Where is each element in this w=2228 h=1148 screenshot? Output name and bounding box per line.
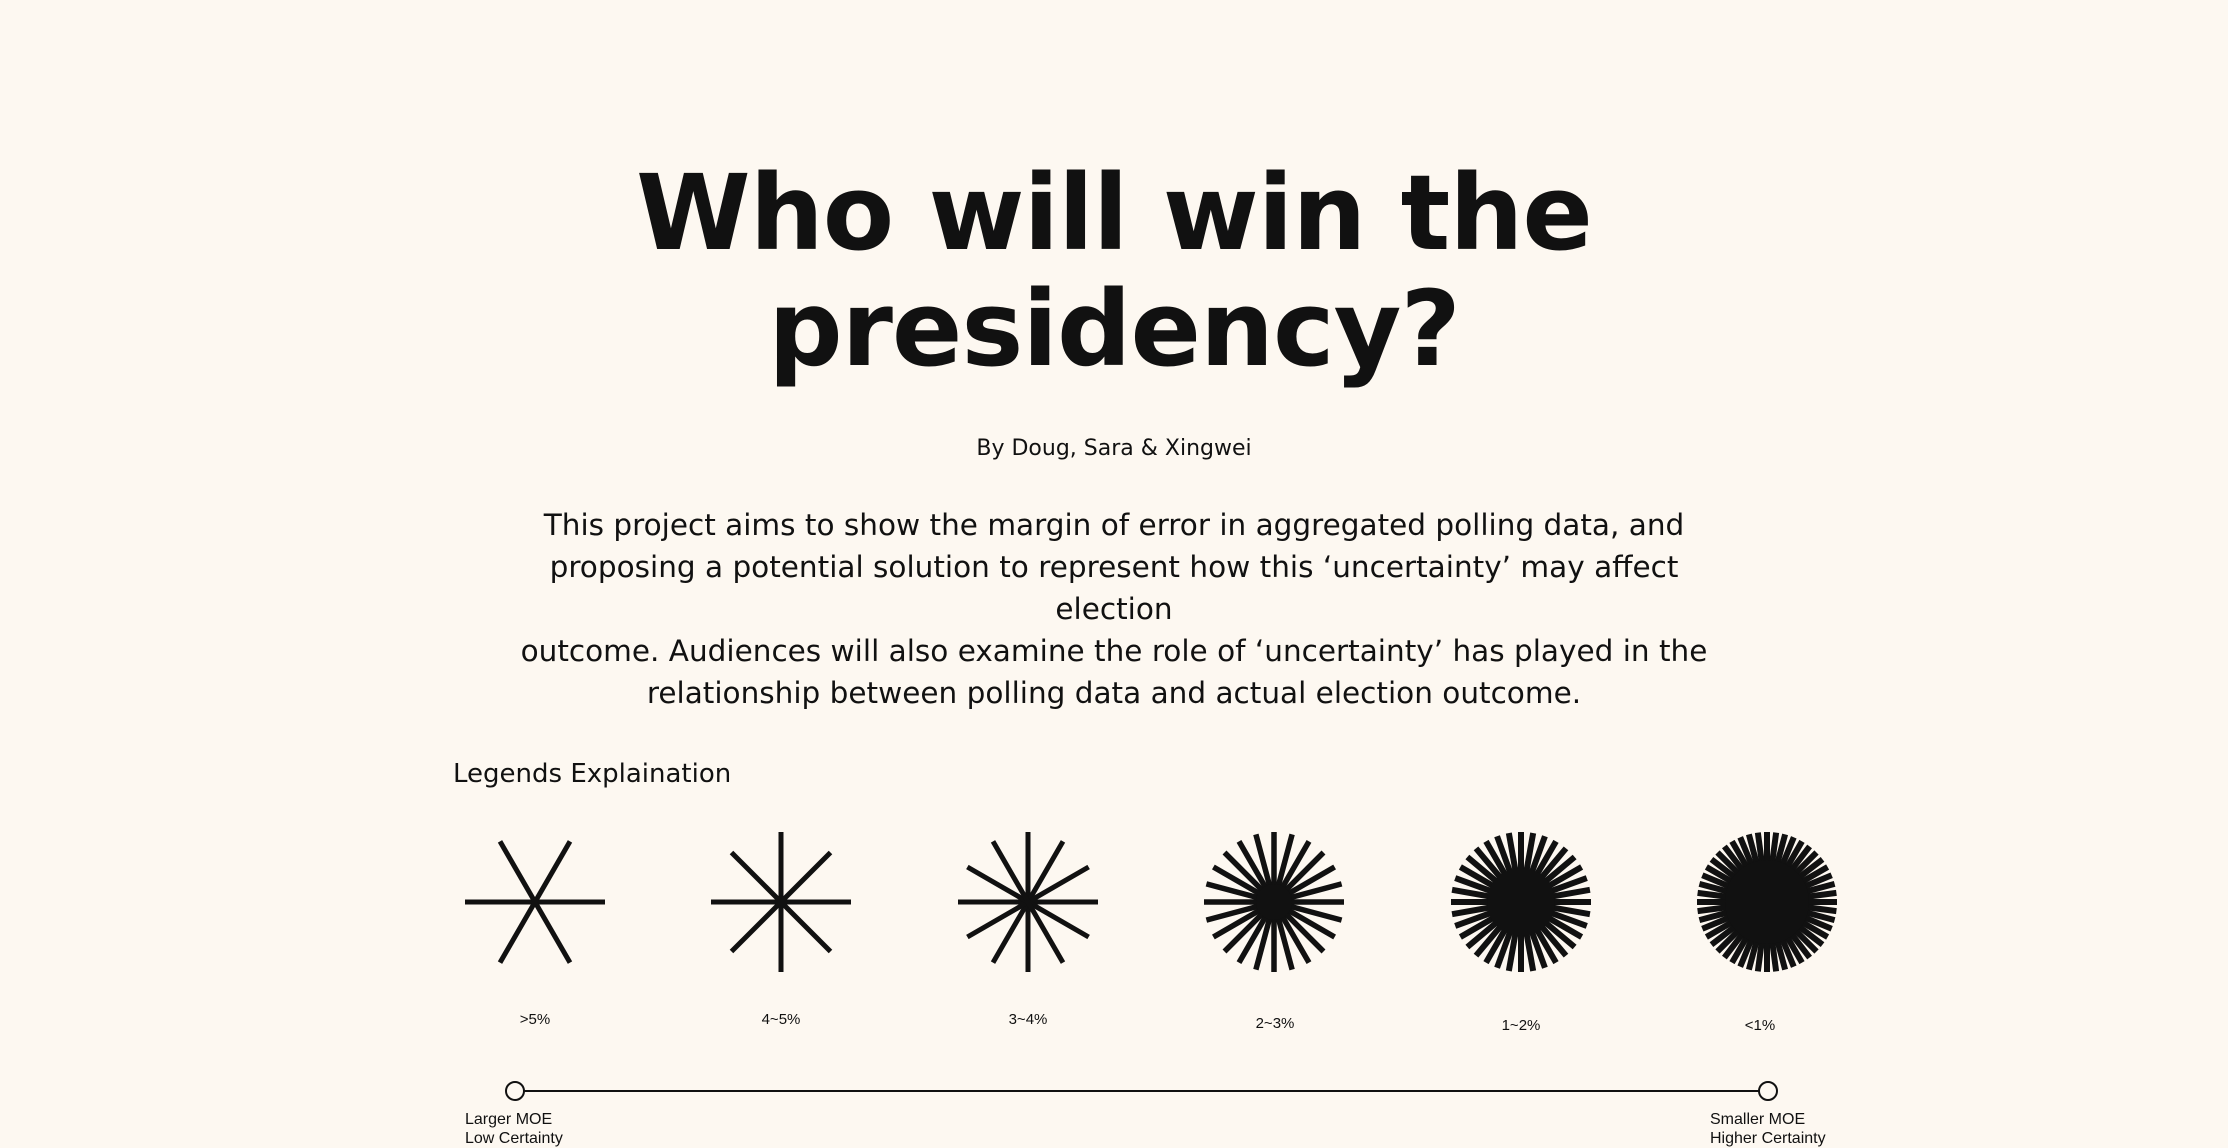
starburst-6-icon [463,830,607,974]
byline: By Doug, Sara & Xingwei [976,436,1252,461]
scale-right-line-1: Smaller MOE [1710,1111,1806,1128]
intro-line: relationship between polling data and ac… [646,676,1582,710]
starburst-8-svg [711,832,851,972]
starburst-core [1256,884,1292,920]
scale-start-marker [505,1081,525,1101]
starburst-spoke [729,850,833,954]
intro-line: This project aims to show the margin of … [543,508,1685,542]
scale-right-line-2: Higher Certainty [1710,1130,1826,1147]
page-title: Who will win the presidency? [0,155,2228,387]
starburst-24-icon [1202,830,1346,974]
starburst-12-icon [956,830,1100,974]
starburst-48-svg [1697,832,1837,972]
title-line-2: presidency? [768,268,1461,390]
title-line-1: Who will win the [636,152,1593,274]
legend-heading: Legends Explaination [453,759,732,789]
legend-label: <1% [1744,1017,1776,1034]
starburst-core [1725,860,1809,944]
scale-left-line-1: Larger MOE [465,1111,553,1128]
starburst-8-icon [709,830,853,974]
legend-label: 2~3% [1255,1015,1295,1032]
starburst-36-svg [1451,832,1591,972]
legend-label: 4~5% [761,1011,801,1028]
intro-line: outcome. Audiences will also examine the… [520,634,1708,668]
legend-label: 3~4% [1008,1011,1048,1028]
starburst-24-svg [1204,832,1344,972]
starburst-spoke [990,840,1066,964]
starburst-48-icon [1695,830,1839,974]
scale-end-marker [1758,1081,1778,1101]
starburst-spoke [497,840,573,964]
starburst-12-svg [958,832,1098,972]
scale-left-label: Larger MOE Low Certainty [465,1110,563,1148]
scale-left-line-2: Low Certainty [465,1130,563,1147]
intro-paragraph: This project aims to show the margin of … [500,504,1728,714]
starburst-core [1487,868,1555,936]
legend-label: >5% [519,1011,551,1028]
scale-right-label: Smaller MOE Higher Certainty [1710,1110,1826,1148]
starburst-6-svg [465,840,605,964]
starburst-36-icon [1449,830,1593,974]
legend-label: 1~2% [1501,1017,1541,1034]
intro-line: proposing a potential solution to repres… [549,550,1679,626]
